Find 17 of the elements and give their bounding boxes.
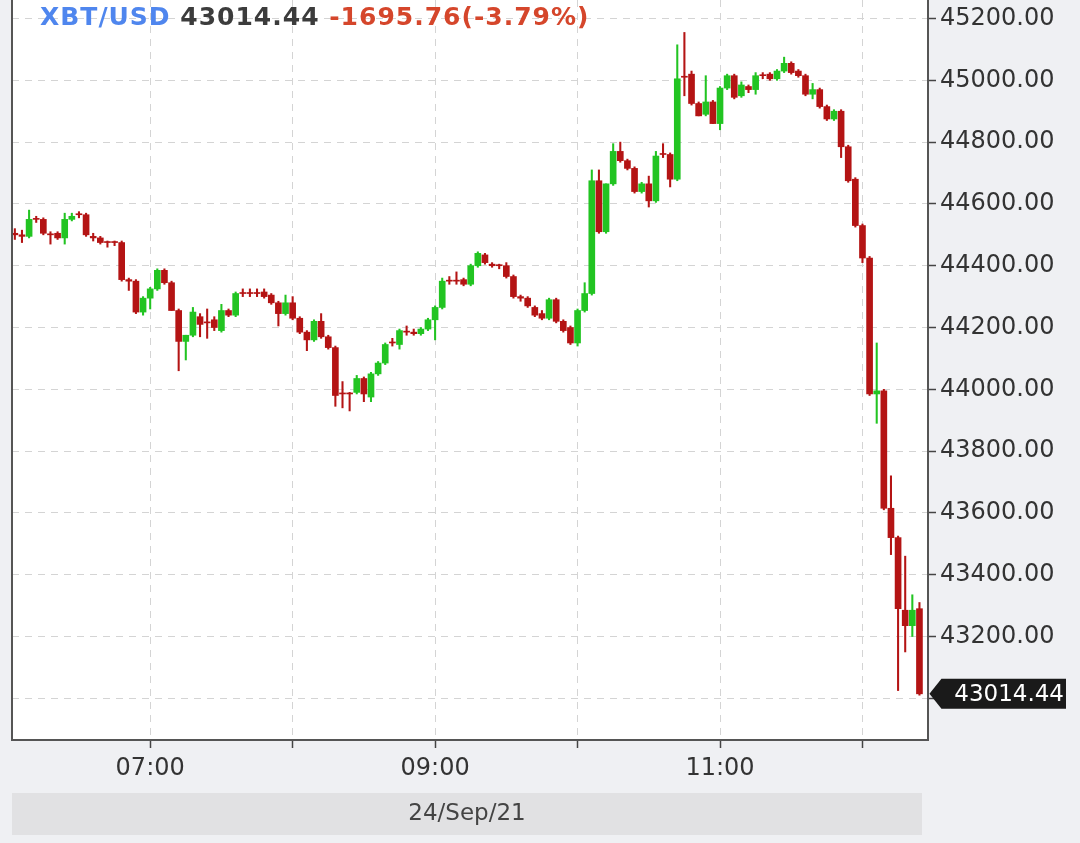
x-tick-label: 11:00 (685, 752, 755, 781)
chart-title: XBT/USD 43014.44 -1695.76(-3.79%) (40, 1, 590, 31)
y-tick-label: 45200.00 (940, 2, 1055, 31)
y-tick-label: 43200.00 (940, 620, 1055, 649)
x-axis-title: 24/Sep/21 (408, 798, 526, 825)
y-tick-label: 44400.00 (940, 249, 1055, 278)
y-tick-label: 44000.00 (940, 373, 1055, 402)
y-tick-label: 45000.00 (940, 64, 1055, 93)
annotation: 43014.44 (954, 679, 1064, 706)
y-tick-label: 44600.00 (940, 188, 1055, 217)
y-tick-label: 43800.00 (940, 435, 1055, 464)
y-tick-label: 44800.00 (940, 126, 1055, 155)
y-tick-label: 43600.00 (940, 497, 1055, 526)
y-tick-label: 43400.00 (940, 558, 1055, 587)
x-tick-label: 09:00 (400, 752, 470, 781)
x-tick-label: 07:00 (115, 752, 185, 781)
y-tick-label: 44200.00 (940, 311, 1055, 340)
